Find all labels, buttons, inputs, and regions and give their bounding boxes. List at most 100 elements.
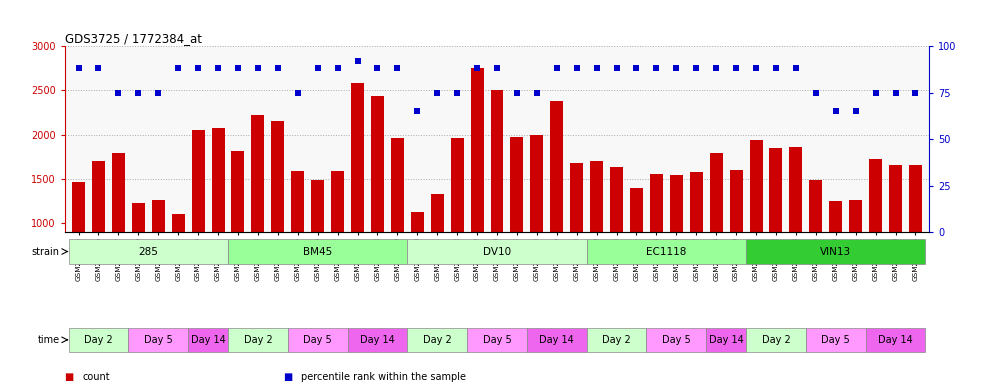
Point [249,65,265,71]
Bar [132,203,145,232]
FancyBboxPatch shape [228,328,288,352]
Text: Day 2: Day 2 [761,335,790,345]
Text: Day 5: Day 5 [303,335,332,345]
Point [788,65,804,71]
Point [648,65,664,71]
Point [90,65,106,71]
Point [828,108,844,114]
Bar [670,175,683,232]
Bar [531,135,544,232]
Bar [650,174,663,232]
Point [410,108,425,114]
FancyBboxPatch shape [806,328,866,352]
FancyBboxPatch shape [288,328,348,352]
FancyBboxPatch shape [348,328,408,352]
Text: strain: strain [32,247,60,257]
Point [668,65,684,71]
Bar [311,180,324,232]
Point [688,65,704,71]
Text: Day 2: Day 2 [602,335,631,345]
FancyBboxPatch shape [746,328,806,352]
FancyBboxPatch shape [408,240,586,264]
Point [608,65,624,71]
Bar [430,194,443,232]
Bar [849,200,862,232]
Bar [152,200,165,232]
Text: Day 14: Day 14 [709,335,744,345]
Point [269,65,285,71]
Bar [450,138,463,232]
Bar [232,151,245,232]
Text: Day 5: Day 5 [662,335,691,345]
FancyBboxPatch shape [128,328,188,352]
Bar [172,214,185,232]
Point [729,65,745,71]
Bar [291,171,304,232]
FancyBboxPatch shape [746,240,925,264]
Text: time: time [38,335,60,345]
Text: Day 14: Day 14 [540,335,575,345]
Bar [769,148,782,232]
Point [429,89,445,96]
Bar [391,138,404,232]
Bar [271,121,284,232]
Bar [112,152,125,232]
Text: EC1118: EC1118 [646,247,687,257]
Bar [869,159,882,232]
Bar [809,180,822,232]
FancyBboxPatch shape [69,328,128,352]
Point [150,89,166,96]
Bar [192,130,205,232]
Point [489,65,505,71]
Point [210,65,226,71]
Text: Day 5: Day 5 [483,335,511,345]
FancyBboxPatch shape [646,328,706,352]
Point [469,65,485,71]
Bar [730,170,743,232]
Text: count: count [83,372,110,382]
Point [768,65,784,71]
Point [390,65,406,71]
Point [908,89,923,96]
Bar [590,161,603,232]
Bar [829,201,842,232]
Point [628,65,644,71]
Point [330,65,346,71]
FancyBboxPatch shape [228,240,408,264]
Point [290,89,306,96]
Point [748,65,764,71]
FancyBboxPatch shape [586,240,746,264]
Bar [909,165,921,232]
Text: DV10: DV10 [483,247,511,257]
Bar [690,172,703,232]
FancyBboxPatch shape [408,328,467,352]
Bar [351,83,364,232]
Bar [551,101,564,232]
Point [310,65,326,71]
Point [888,89,904,96]
Point [370,65,386,71]
Bar [511,137,524,232]
Bar [749,140,762,232]
Bar [610,167,623,232]
Text: Day 14: Day 14 [878,335,912,345]
Bar [470,68,483,232]
Bar [789,147,802,232]
FancyBboxPatch shape [866,328,925,352]
Text: VIN13: VIN13 [820,247,851,257]
Point [868,89,884,96]
Bar [212,127,225,232]
Text: Day 5: Day 5 [821,335,850,345]
Text: ■: ■ [65,372,74,382]
FancyBboxPatch shape [706,328,746,352]
Text: Day 2: Day 2 [84,335,113,345]
Point [190,65,206,71]
Point [709,65,725,71]
Bar [411,212,423,232]
Point [449,89,465,96]
Bar [889,165,902,232]
FancyBboxPatch shape [467,328,527,352]
FancyBboxPatch shape [69,240,228,264]
Point [110,89,126,96]
Text: Day 5: Day 5 [144,335,173,345]
